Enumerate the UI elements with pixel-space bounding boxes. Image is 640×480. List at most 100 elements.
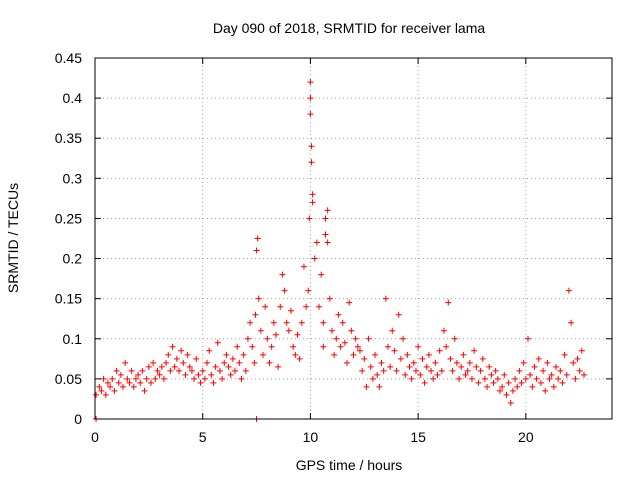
- data-point: [285, 327, 292, 334]
- data-point: [421, 379, 428, 386]
- data-point: [109, 375, 116, 382]
- data-point: [306, 215, 313, 222]
- data-point: [559, 379, 566, 386]
- data-point: [344, 359, 351, 366]
- x-tick-label: 0: [91, 429, 99, 445]
- data-point: [272, 331, 279, 338]
- data-point: [346, 299, 353, 306]
- data-point: [221, 359, 228, 366]
- data-point: [270, 319, 277, 326]
- data-point: [415, 343, 422, 350]
- data-point: [496, 387, 503, 394]
- data-point: [307, 111, 314, 118]
- y-tick-label: 0.2: [63, 251, 83, 267]
- data-point: [335, 311, 342, 318]
- data-point: [167, 367, 174, 374]
- data-point: [404, 351, 411, 358]
- data-point: [195, 371, 202, 378]
- data-point: [281, 287, 288, 294]
- data-point: [568, 319, 575, 326]
- data-point: [438, 367, 445, 374]
- data-point: [307, 79, 314, 86]
- data-point: [456, 375, 463, 382]
- data-point: [570, 359, 577, 366]
- data-point: [550, 383, 557, 390]
- data-point: [565, 287, 572, 294]
- data-point: [227, 371, 234, 378]
- data-point: [464, 367, 471, 374]
- x-axis-label: GPS time / hours: [296, 457, 403, 473]
- data-point: [466, 359, 473, 366]
- data-point: [126, 379, 133, 386]
- data-point: [354, 343, 361, 350]
- data-point: [486, 363, 493, 370]
- data-point: [219, 375, 226, 382]
- data-point: [244, 335, 251, 342]
- data-point: [93, 391, 100, 398]
- data-point: [308, 143, 315, 150]
- data-point: [447, 355, 454, 362]
- data-point: [339, 319, 346, 326]
- data-point: [111, 387, 118, 394]
- data-point: [443, 343, 450, 350]
- data-point: [257, 327, 264, 334]
- data-point: [178, 347, 185, 354]
- data-point: [557, 367, 564, 374]
- data-point: [186, 363, 193, 370]
- data-point: [533, 375, 540, 382]
- data-point: [316, 303, 323, 310]
- data-point: [499, 383, 506, 390]
- data-point: [376, 383, 383, 390]
- data-point: [214, 339, 221, 346]
- data-point: [148, 379, 155, 386]
- x-tick-label: 5: [199, 429, 207, 445]
- x-tick-label: 10: [303, 429, 319, 445]
- data-point: [393, 367, 400, 374]
- data-point: [98, 387, 105, 394]
- data-point: [440, 327, 447, 334]
- data-point: [171, 363, 178, 370]
- data-point: [561, 351, 568, 358]
- plot-frame: [94, 57, 613, 420]
- data-point: [423, 363, 430, 370]
- data-point: [544, 359, 551, 366]
- data-point: [492, 367, 499, 374]
- data-point: [296, 355, 303, 362]
- data-point: [505, 379, 512, 386]
- data-point: [253, 247, 260, 254]
- data-point: [210, 379, 217, 386]
- data-point: [331, 351, 338, 358]
- data-point: [137, 379, 144, 386]
- y-tick-label: 0.05: [55, 371, 82, 387]
- data-point: [145, 363, 152, 370]
- data-point: [563, 371, 570, 378]
- data-point: [311, 255, 318, 262]
- data-point: [540, 367, 547, 374]
- data-point: [169, 343, 176, 350]
- data-point: [425, 351, 432, 358]
- data-point: [132, 375, 139, 382]
- data-point: [173, 355, 180, 362]
- data-point: [124, 375, 131, 382]
- data-point: [212, 363, 219, 370]
- data-point: [180, 359, 187, 366]
- data-point: [197, 379, 204, 386]
- data-point: [322, 215, 329, 222]
- data-point: [380, 367, 387, 374]
- data-point: [100, 375, 107, 382]
- data-point: [283, 319, 290, 326]
- data-point: [247, 319, 254, 326]
- data-points: [93, 79, 587, 422]
- data-point: [165, 351, 172, 358]
- data-point: [372, 351, 379, 358]
- data-point: [537, 379, 544, 386]
- data-point: [503, 391, 510, 398]
- data-point: [453, 359, 460, 366]
- data-point: [479, 355, 486, 362]
- data-point: [160, 375, 167, 382]
- data-point: [432, 359, 439, 366]
- data-point: [229, 355, 236, 362]
- data-point: [201, 375, 208, 382]
- data-point: [410, 359, 417, 366]
- data-point: [328, 327, 335, 334]
